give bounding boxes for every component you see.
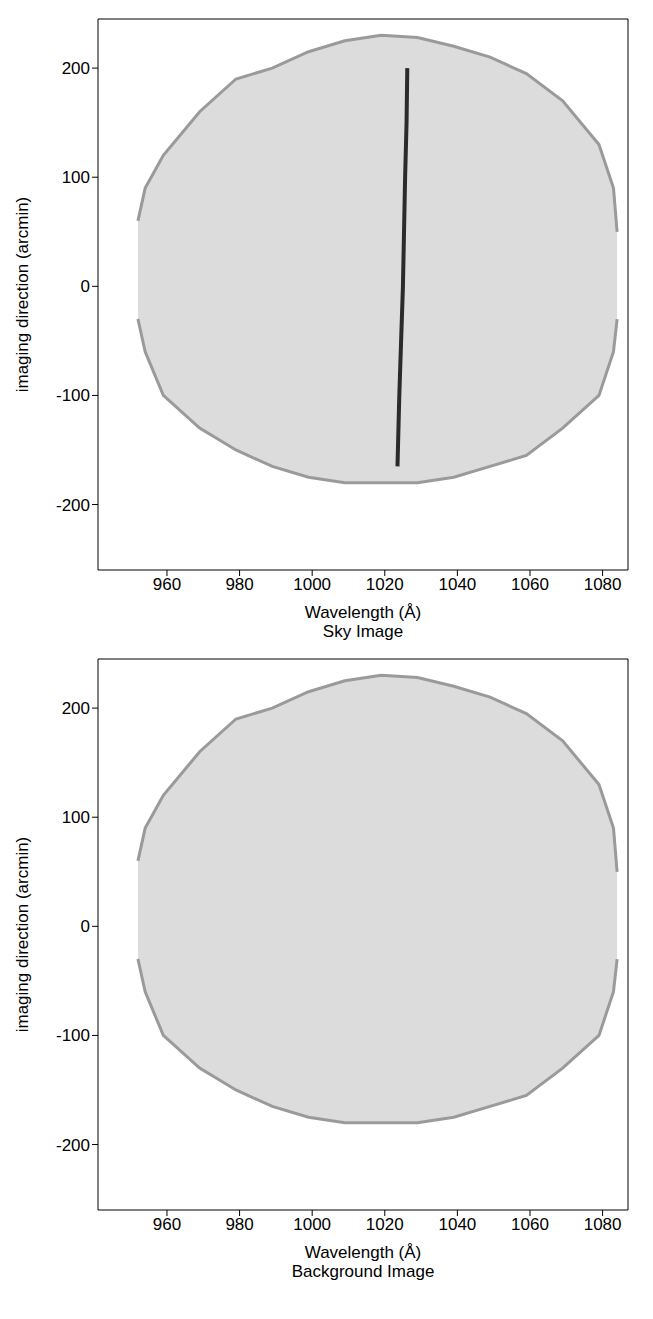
svg-text:1040: 1040 bbox=[438, 1215, 476, 1234]
svg-text:960: 960 bbox=[153, 1215, 181, 1234]
svg-text:100: 100 bbox=[62, 808, 90, 827]
svg-text:0: 0 bbox=[81, 917, 90, 936]
svg-text:-100: -100 bbox=[56, 386, 90, 405]
svg-text:200: 200 bbox=[62, 699, 90, 718]
svg-text:1060: 1060 bbox=[511, 575, 549, 594]
svg-text:1080: 1080 bbox=[584, 575, 622, 594]
svg-text:960: 960 bbox=[153, 575, 181, 594]
svg-text:200: 200 bbox=[62, 59, 90, 78]
svg-text:1000: 1000 bbox=[293, 575, 331, 594]
html-text:Sky Image: Sky Image bbox=[322, 622, 404, 641]
svg-text:-200: -200 bbox=[56, 1136, 90, 1155]
svg-text:100: 100 bbox=[62, 168, 90, 187]
svg-text:980: 980 bbox=[225, 575, 253, 594]
svg-text:imaging direction (arcmin): imaging direction (arcmin) bbox=[13, 837, 32, 1033]
svg-text:imaging direction (arcmin): imaging direction (arcmin) bbox=[13, 197, 32, 393]
svg-text:1080: 1080 bbox=[584, 1215, 622, 1234]
svg-text:1060: 1060 bbox=[511, 1215, 549, 1234]
svg-text:-100: -100 bbox=[56, 1026, 90, 1045]
svg-text:0: 0 bbox=[81, 277, 90, 296]
svg-text:1040: 1040 bbox=[438, 575, 476, 594]
svg-text:-200: -200 bbox=[56, 496, 90, 515]
svg-text:1020: 1020 bbox=[366, 575, 404, 594]
svg-text:980: 980 bbox=[225, 1215, 253, 1234]
svg-text:Wavelength (Å): Wavelength (Å) bbox=[305, 1243, 422, 1262]
html-text:Background Image: Background Image bbox=[291, 1262, 435, 1281]
svg-text:Wavelength (Å): Wavelength (Å) bbox=[305, 603, 422, 622]
svg-text:1020: 1020 bbox=[366, 1215, 404, 1234]
svg-text:1000: 1000 bbox=[293, 1215, 331, 1234]
